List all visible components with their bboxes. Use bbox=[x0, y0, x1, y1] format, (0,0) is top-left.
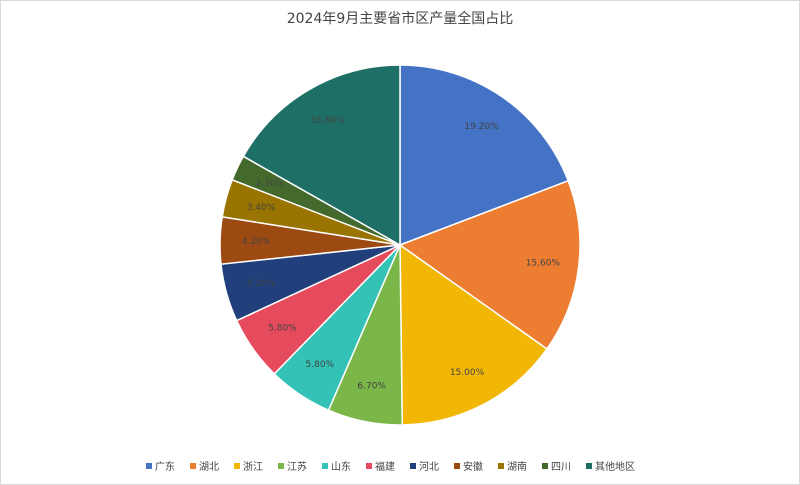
data-label: 3.40% bbox=[247, 203, 276, 213]
legend-label: 湖北 bbox=[199, 461, 219, 473]
legend-swatch bbox=[410, 463, 416, 469]
legend-swatch bbox=[586, 463, 592, 469]
legend-label: 福建 bbox=[375, 460, 395, 473]
legend-label: 四川 bbox=[551, 462, 571, 473]
legend-swatch bbox=[454, 463, 460, 469]
legend-swatch bbox=[542, 463, 548, 469]
pie-slice bbox=[398, 179, 581, 351]
legend-swatch bbox=[278, 463, 284, 469]
data-label: 16.80% bbox=[310, 116, 345, 126]
data-label: 5.80% bbox=[268, 324, 297, 334]
pie-slice bbox=[242, 64, 401, 247]
pie-slice bbox=[399, 64, 570, 247]
data-label: 4.20% bbox=[242, 237, 271, 247]
legend-swatch bbox=[146, 463, 152, 469]
data-label: 2.30% bbox=[256, 179, 285, 189]
legend-label: 河北 bbox=[419, 461, 439, 473]
chart-title: 2024年9月主要省市区产量全国占比 bbox=[287, 10, 514, 27]
data-label: 6.70% bbox=[357, 382, 386, 392]
pie-slice bbox=[399, 243, 548, 426]
legend-label: 山东 bbox=[331, 460, 351, 473]
legend-swatch bbox=[234, 463, 240, 469]
data-label: 15.00% bbox=[450, 368, 485, 378]
legend-swatch bbox=[322, 463, 328, 469]
legend-label: 湖南 bbox=[507, 460, 527, 473]
legend-swatch bbox=[366, 463, 372, 469]
data-label: 5.20% bbox=[247, 279, 276, 289]
legend-label: 其他地区 bbox=[595, 460, 635, 473]
legend-label: 江苏 bbox=[287, 460, 307, 473]
data-label: 19.20% bbox=[465, 122, 500, 132]
legend-swatch bbox=[190, 463, 196, 469]
data-label: 15.60% bbox=[526, 259, 561, 269]
legend-label: 安徽 bbox=[463, 460, 483, 473]
data-label: 5.80% bbox=[306, 360, 335, 370]
legend-label: 广东 bbox=[155, 460, 175, 473]
legend-label: 浙江 bbox=[243, 461, 263, 473]
legend-swatch bbox=[498, 463, 504, 469]
